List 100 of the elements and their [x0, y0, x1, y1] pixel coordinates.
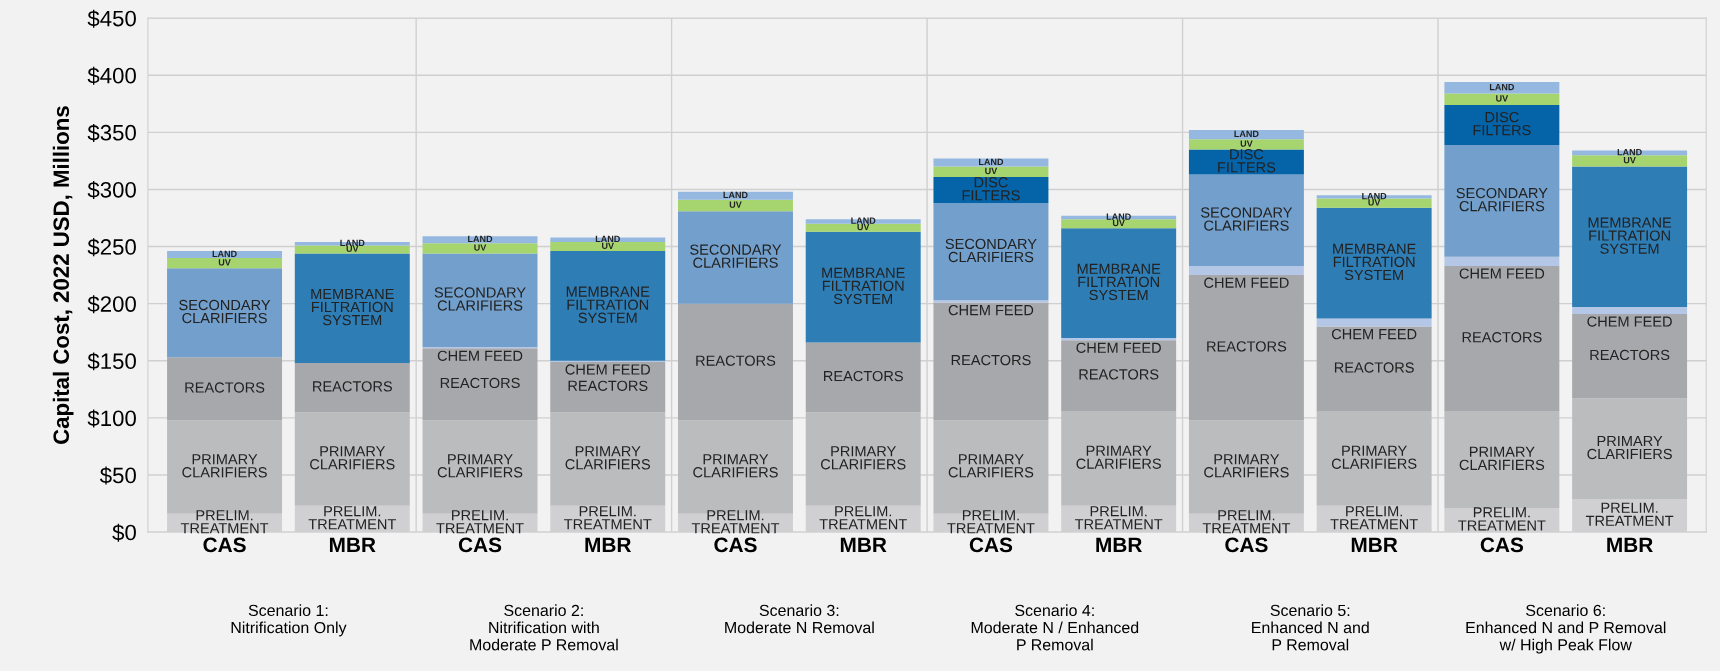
text: PRELIM. TREATMENT — [819, 506, 907, 530]
text: PRIMARY CLARIFIERS — [1076, 445, 1161, 469]
bar — [678, 303, 793, 421]
text: SECONDARY CLARIFIERS — [434, 287, 526, 311]
text: SECONDARY CLARIFIERS — [945, 238, 1037, 263]
series-label: PRELIM. TREATMENT — [308, 506, 396, 530]
bar — [422, 348, 538, 421]
y-tick-label: $300 — [87, 181, 136, 200]
series-label: MEMBRANE FILTRATION SYSTEM — [1333, 243, 1416, 281]
bar — [422, 253, 538, 348]
text: PRIMARY CLARIFIERS — [565, 446, 651, 470]
y-axis-title: Capital Cost, 2022 USD, Millions — [52, 106, 74, 444]
y-tick-label: $100 — [87, 409, 136, 428]
bar — [1188, 130, 1304, 140]
bar — [1188, 139, 1304, 150]
bar — [1444, 82, 1560, 94]
text: REACTORS — [1207, 341, 1287, 352]
y-tick-label: $350 — [87, 123, 136, 142]
text: LAND — [1362, 192, 1387, 200]
text: MEMBRANE FILTRATION SYSTEM — [822, 267, 905, 305]
text: Scenario 1: Nitrification Only — [231, 604, 347, 637]
series-label: UV — [346, 245, 359, 252]
text: PRELIM. TREATMENT — [564, 506, 652, 530]
bar — [1061, 219, 1177, 229]
text: UV — [1240, 140, 1253, 147]
bar — [933, 176, 1049, 204]
y-tick-label: $0 — [112, 523, 136, 542]
bar — [805, 342, 921, 413]
bar — [1188, 275, 1304, 421]
bar — [1188, 174, 1304, 266]
text: LAND — [1489, 83, 1515, 91]
text: CHEM FEED — [1459, 268, 1545, 279]
text: LAND — [1617, 149, 1642, 156]
text: PRELIM. TREATMENT — [1458, 507, 1546, 531]
text: REACTORS — [440, 377, 520, 389]
text: CHEM FEED — [1076, 342, 1161, 353]
x-tick-label: CAS — [458, 537, 502, 553]
text: MEMBRANE FILTRATION SYSTEM — [311, 288, 394, 326]
bar — [1572, 313, 1688, 399]
text: UV — [1112, 219, 1125, 227]
x-tick-label: MBR — [1351, 537, 1398, 553]
bar — [678, 191, 793, 200]
text: UV — [1368, 199, 1381, 206]
bar — [1061, 340, 1177, 412]
y-tick-label: $50 — [99, 466, 136, 485]
bar — [422, 236, 538, 244]
bar — [294, 363, 410, 413]
text: REACTORS — [185, 382, 265, 393]
text: UV — [1623, 157, 1636, 164]
text: Scenario 4: Moderate N / Enhanced P Removal — [971, 604, 1139, 651]
text: LAND — [851, 217, 876, 224]
x-tick-label: MBR — [840, 537, 887, 553]
x-tick-label: CAS — [714, 537, 757, 553]
bar — [1316, 326, 1432, 412]
text: PRIMARY CLARIFIERS — [693, 454, 778, 478]
text: UV — [857, 223, 870, 231]
text: CHEM FEED — [1331, 328, 1417, 340]
text: PRELIM. TREATMENT — [180, 510, 269, 534]
text: MEMBRANE FILTRATION SYSTEM — [566, 286, 650, 323]
bar — [933, 300, 1049, 303]
text: PRELIM. TREATMENT — [691, 510, 780, 534]
text: SECONDARY CLARIFIERS — [1456, 187, 1548, 212]
bar — [1316, 318, 1432, 327]
text: LAND — [979, 158, 1004, 165]
text: CHEM FEED — [1204, 277, 1289, 288]
y-tick-label: $150 — [87, 352, 136, 371]
text: LAND — [340, 239, 365, 247]
bar — [678, 199, 793, 212]
bar — [294, 253, 410, 364]
text: REACTORS — [696, 355, 776, 366]
x-tick-label: CAS — [203, 537, 246, 553]
text: CHEM FEED — [1587, 316, 1672, 327]
text: DISC FILTERS — [1473, 111, 1531, 136]
text: PRIMARY CLARIFIERS — [1587, 435, 1672, 460]
bar — [1444, 256, 1560, 266]
bar — [550, 412, 666, 506]
text: REACTORS — [568, 380, 648, 391]
bar — [805, 219, 921, 224]
bar — [167, 357, 283, 421]
text: REACTORS — [1334, 362, 1414, 373]
bar — [294, 412, 410, 506]
x-tick-label: MBR — [329, 537, 376, 553]
bar — [678, 211, 793, 304]
text: PRIMARY CLARIFIERS — [821, 446, 906, 470]
x-tick-label: CAS — [1225, 537, 1268, 553]
text: UV — [1496, 95, 1509, 102]
bar — [1316, 411, 1432, 506]
text: LAND — [723, 191, 748, 199]
bar — [167, 257, 283, 269]
text: PRELIM. TREATMENT — [1202, 510, 1291, 534]
bar — [933, 166, 1049, 177]
text: UV — [985, 167, 998, 175]
bar — [167, 268, 283, 358]
bar — [550, 251, 666, 361]
x-tick-label: CAS — [969, 537, 1013, 553]
text: PRELIM. TREATMENT — [1074, 506, 1163, 530]
text: UV — [474, 244, 487, 251]
bar — [1316, 198, 1432, 208]
text: Scenario 3: Moderate N Removal — [725, 604, 874, 634]
text: PRIMARY CLARIFIERS — [182, 454, 267, 478]
